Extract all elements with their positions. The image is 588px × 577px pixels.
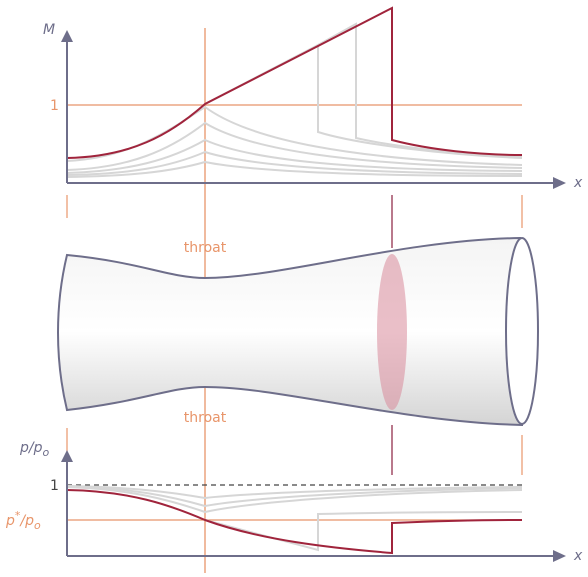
star-label: p*/po (5, 509, 41, 532)
arrow (553, 177, 566, 189)
subsonic-pressure (66, 485, 523, 552)
x-label: x (573, 548, 583, 564)
x-label: x (573, 175, 583, 191)
arrow (61, 450, 73, 462)
star-p: p (5, 513, 15, 529)
guides (66, 195, 523, 475)
pressure-curve (66, 489, 523, 555)
exit (505, 237, 539, 425)
nozzle (57, 236, 524, 427)
shock (377, 254, 407, 410)
throat-label: throat (184, 240, 227, 256)
one-label: 1 (50, 98, 59, 114)
one-label: 1 (50, 478, 59, 494)
star-sup: * (15, 509, 21, 522)
y-label: M (43, 22, 55, 38)
star-rest: /p (18, 513, 34, 529)
throat-label: throat (184, 410, 227, 426)
y-label-sub: o (43, 446, 50, 459)
y-label: p/po (19, 440, 50, 459)
star-sub: o (34, 519, 41, 532)
mach-curve (66, 6, 523, 159)
subsonic-curves (66, 22, 523, 178)
arrow (553, 550, 566, 562)
y-label-main: p/p (19, 440, 43, 456)
arrow (61, 30, 73, 42)
